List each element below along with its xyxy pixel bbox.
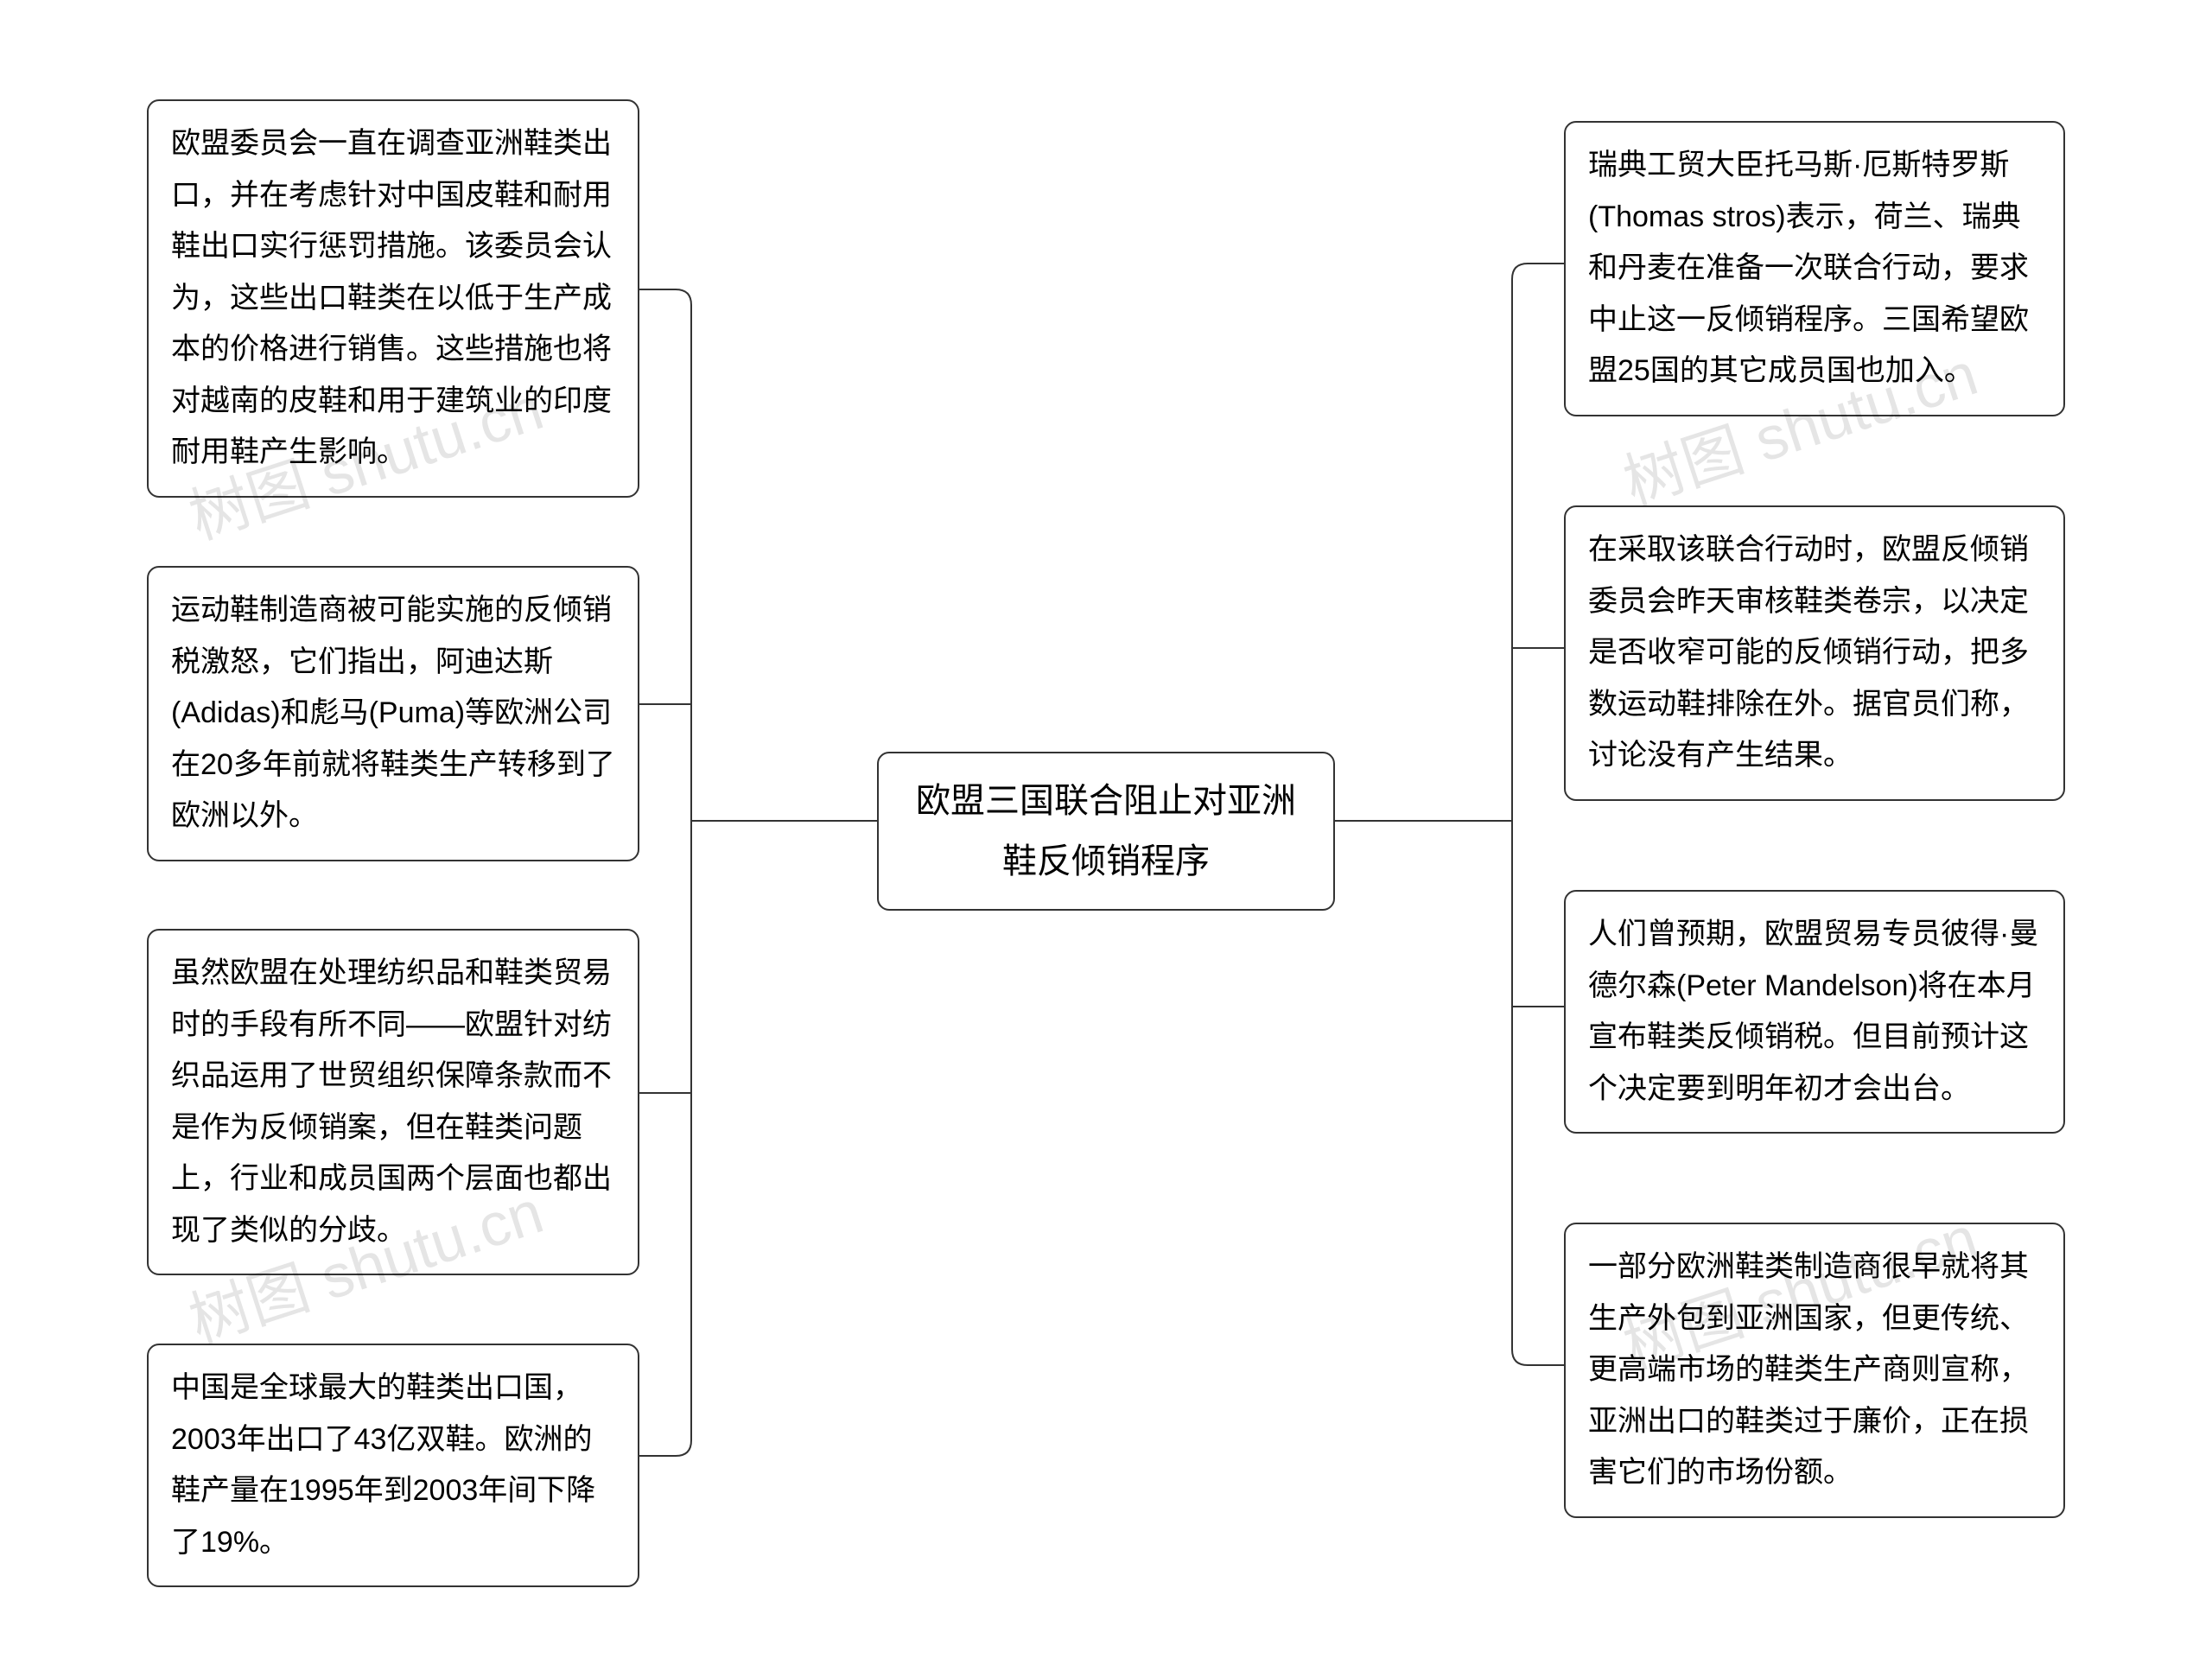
left-node-3-text: 中国是全球最大的鞋类出口国，2003年出口了43亿双鞋。欧洲的鞋产量在1995年… xyxy=(171,1371,595,1559)
right-node-3: 一部分欧洲鞋类制造商很早就将其生产外包到亚洲国家，但更传统、更高端市场的鞋类生产… xyxy=(1564,1223,2065,1518)
right-node-1-text: 在采取该联合行动时，欧盟反倾销委员会昨天审核鞋类卷宗，以决定是否收窄可能的反倾销… xyxy=(1588,533,2029,772)
left-node-3: 中国是全球最大的鞋类出口国，2003年出口了43亿双鞋。欧洲的鞋产量在1995年… xyxy=(147,1344,639,1587)
center-node: 欧盟三国联合阻止对亚洲鞋反倾销程序 xyxy=(877,752,1335,911)
mindmap-container: 欧盟三国联合阻止对亚洲鞋反倾销程序 欧盟委员会一直在调查亚洲鞋类出口，并在考虑针… xyxy=(0,0,2212,1671)
left-node-0-text: 欧盟委员会一直在调查亚洲鞋类出口，并在考虑针对中国皮鞋和耐用鞋出口实行惩罚措施。… xyxy=(171,127,612,468)
right-node-1: 在采取该联合行动时，欧盟反倾销委员会昨天审核鞋类卷宗，以决定是否收窄可能的反倾销… xyxy=(1564,505,2065,801)
left-node-0: 欧盟委员会一直在调查亚洲鞋类出口，并在考虑针对中国皮鞋和耐用鞋出口实行惩罚措施。… xyxy=(147,99,639,498)
left-node-2: 虽然欧盟在处理纺织品和鞋类贸易时的手段有所不同——欧盟针对纺织品运用了世贸组织保… xyxy=(147,929,639,1275)
left-node-1: 运动鞋制造商被可能实施的反倾销税激怒，它们指出，阿迪达斯(Adidas)和彪马(… xyxy=(147,566,639,861)
right-node-0: 瑞典工贸大臣托马斯·厄斯特罗斯(Thomas stros)表示，荷兰、瑞典和丹麦… xyxy=(1564,121,2065,416)
right-node-2-text: 人们曾预期，欧盟贸易专员彼得·曼德尔森(Peter Mandelson)将在本月… xyxy=(1588,918,2038,1105)
right-node-3-text: 一部分欧洲鞋类制造商很早就将其生产外包到亚洲国家，但更传统、更高端市场的鞋类生产… xyxy=(1588,1250,2029,1489)
right-node-0-text: 瑞典工贸大臣托马斯·厄斯特罗斯(Thomas stros)表示，荷兰、瑞典和丹麦… xyxy=(1588,149,2029,387)
left-node-2-text: 虽然欧盟在处理纺织品和鞋类贸易时的手段有所不同——欧盟针对纺织品运用了世贸组织保… xyxy=(171,956,612,1247)
center-node-text: 欧盟三国联合阻止对亚洲鞋反倾销程序 xyxy=(916,782,1296,880)
left-node-1-text: 运动鞋制造商被可能实施的反倾销税激怒，它们指出，阿迪达斯(Adidas)和彪马(… xyxy=(171,594,615,832)
right-node-2: 人们曾预期，欧盟贸易专员彼得·曼德尔森(Peter Mandelson)将在本月… xyxy=(1564,890,2065,1134)
